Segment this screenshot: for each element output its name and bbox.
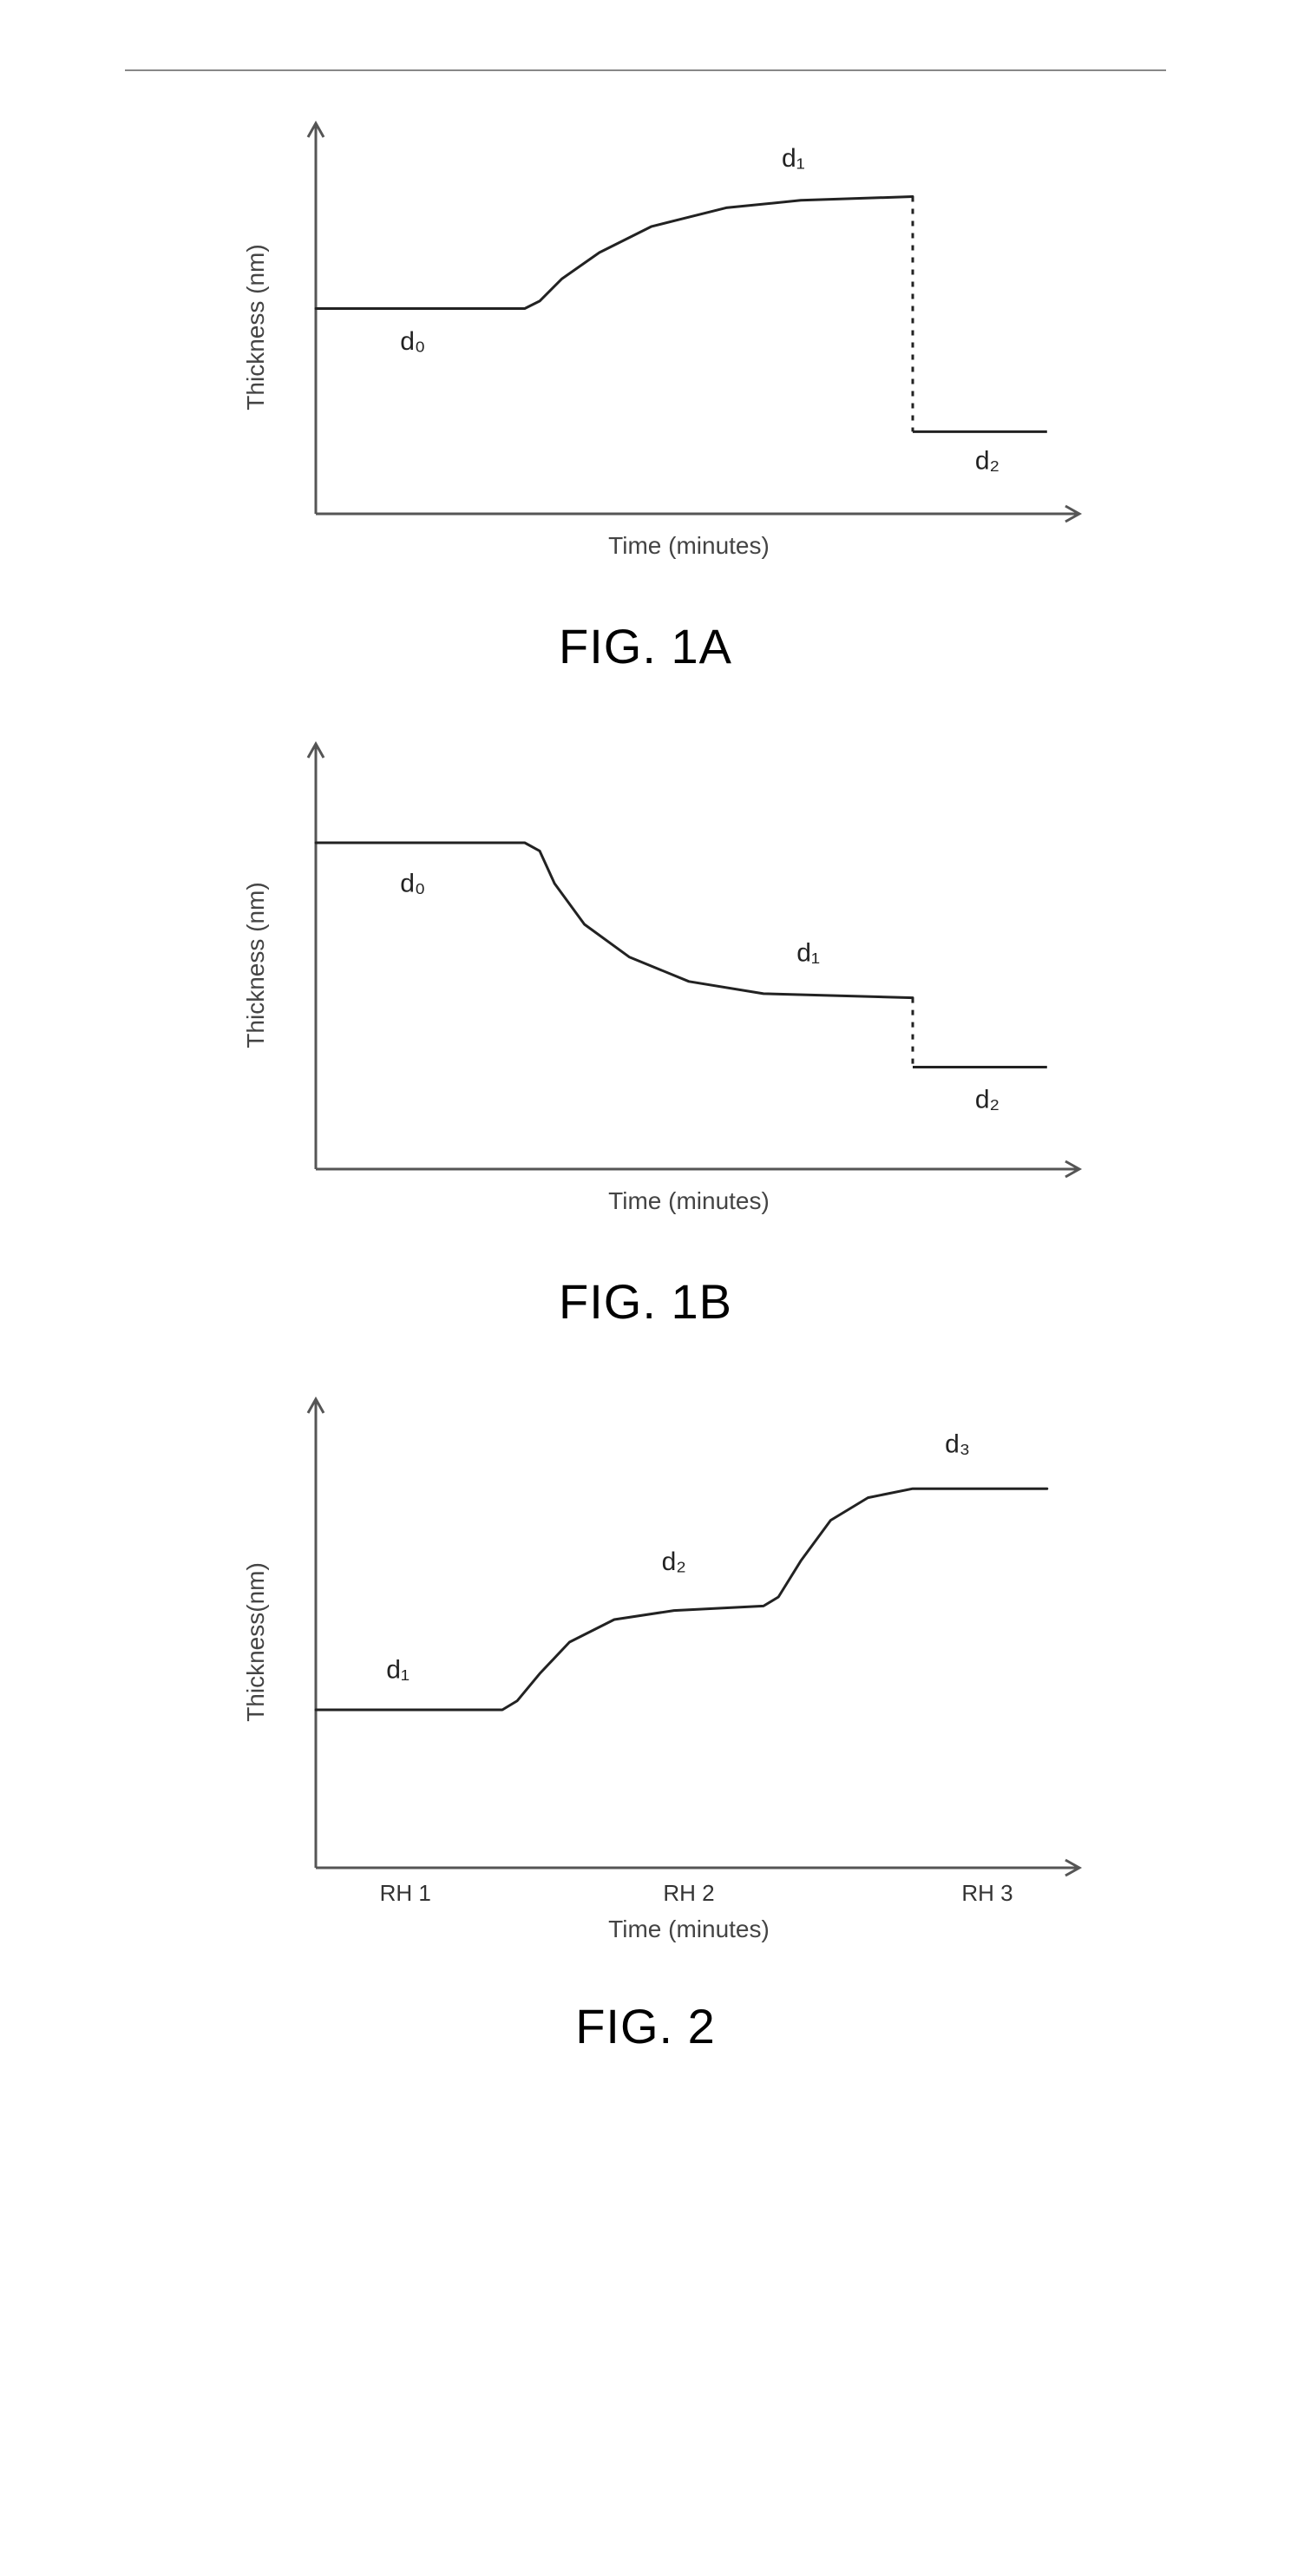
svg-text:d₁: d₁ [782, 144, 805, 173]
top-rule [125, 69, 1166, 71]
svg-text:RH 3: RH 3 [961, 1880, 1012, 1906]
svg-text:Time (minutes): Time (minutes) [608, 1916, 770, 1942]
svg-text:Thickness (nm): Thickness (nm) [242, 882, 269, 1048]
figure-1a: d₀ d₁ d₂ Time (minutes) Thickness (nm) FIG. … [168, 106, 1123, 674]
svg-text:d₃: d₃ [945, 1430, 970, 1459]
chart-fig2: d₁ d₂ d₃ RH 1 RH 2 RH 3 Time (minutes) Thicknes… [168, 1382, 1123, 1972]
svg-text:Thickness(nm): Thickness(nm) [242, 1562, 269, 1722]
svg-text:d₁: d₁ [796, 938, 820, 967]
figure-1b: d₀ d₁ d₂ Time (minutes) Thickness (nm) FIG. … [168, 726, 1123, 1330]
svg-text:Time (minutes): Time (minutes) [608, 1187, 770, 1214]
svg-text:d₀: d₀ [400, 869, 425, 897]
svg-text:RH 1: RH 1 [380, 1880, 431, 1906]
svg-text:d₁: d₁ [386, 1656, 410, 1685]
caption-fig2: FIG. 2 [575, 1998, 716, 2054]
caption-fig1b: FIG. 1B [559, 1273, 732, 1330]
svg-text:RH 2: RH 2 [663, 1880, 714, 1906]
svg-text:d₂: d₂ [975, 446, 999, 475]
svg-text:d₀: d₀ [400, 327, 425, 356]
svg-text:d₂: d₂ [975, 1086, 999, 1114]
svg-text:Time (minutes): Time (minutes) [608, 532, 770, 559]
caption-fig1a: FIG. 1A [559, 618, 732, 674]
figure-2: d₁ d₂ d₃ RH 1 RH 2 RH 3 Time (minutes) Thicknes… [168, 1382, 1123, 2054]
chart-fig1a: d₀ d₁ d₂ Time (minutes) Thickness (nm) [168, 106, 1123, 592]
svg-text:Thickness (nm): Thickness (nm) [242, 244, 269, 410]
svg-text:d₂: d₂ [662, 1548, 686, 1576]
chart-fig1b: d₀ d₁ d₂ Time (minutes) Thickness (nm) [168, 726, 1123, 1247]
